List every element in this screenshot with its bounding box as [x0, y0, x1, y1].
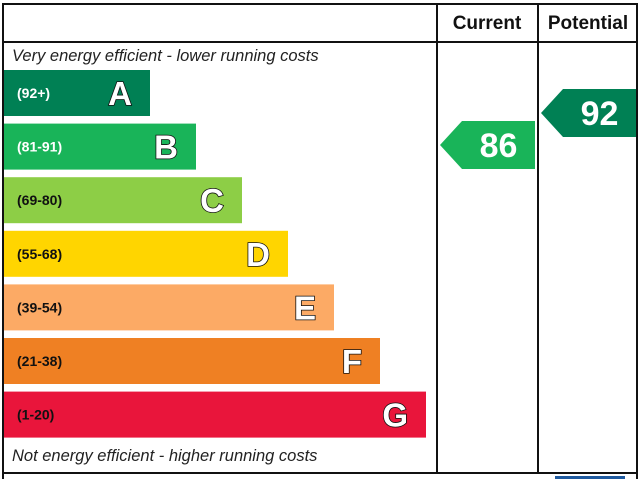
- band-range: (21-38): [17, 353, 62, 369]
- bottom-caption: Not energy efficient - higher running co…: [12, 447, 317, 465]
- header-current: Current: [453, 13, 522, 34]
- potential-arrow: [541, 89, 636, 137]
- band-letter: D: [246, 236, 270, 273]
- band-letter: F: [342, 343, 362, 380]
- band-range: (69-80): [17, 192, 62, 208]
- band-range: (92+): [17, 85, 50, 101]
- band-c: (69-80) C: [4, 177, 242, 224]
- band-range: (81-91): [17, 139, 62, 155]
- band-b: (81-91) B: [4, 123, 196, 170]
- band-bar: [4, 70, 150, 116]
- band-g: (1-20) G: [4, 391, 426, 438]
- band-range: (39-54): [17, 299, 62, 315]
- band-f: (21-38) F: [4, 338, 380, 384]
- current-rating-marker: 86: [440, 121, 535, 169]
- potential-value: 92: [581, 95, 619, 133]
- band-letter: A: [108, 75, 132, 112]
- band-e: (39-54) E: [4, 284, 334, 331]
- band-a: (92+) A: [4, 70, 150, 116]
- band-bar: [4, 123, 196, 170]
- top-caption: Very energy efficient - lower running co…: [12, 47, 319, 65]
- current-arrow: [440, 121, 535, 169]
- band-letter: B: [154, 129, 178, 166]
- potential-rating-marker: 92: [541, 89, 636, 137]
- header-potential: Potential: [548, 13, 628, 34]
- band-letter: E: [294, 289, 316, 326]
- band-bar: [4, 230, 288, 277]
- band-bar: [4, 284, 334, 331]
- current-value: 86: [480, 127, 518, 165]
- band-range: (55-68): [17, 246, 62, 262]
- band-letter: G: [382, 397, 408, 434]
- band-d: (55-68) D: [4, 230, 288, 277]
- band-bar: [4, 177, 242, 224]
- band-range: (1-20): [17, 407, 54, 423]
- band-bar: [4, 338, 380, 384]
- band-bar: [4, 391, 426, 438]
- band-letter: C: [200, 182, 224, 219]
